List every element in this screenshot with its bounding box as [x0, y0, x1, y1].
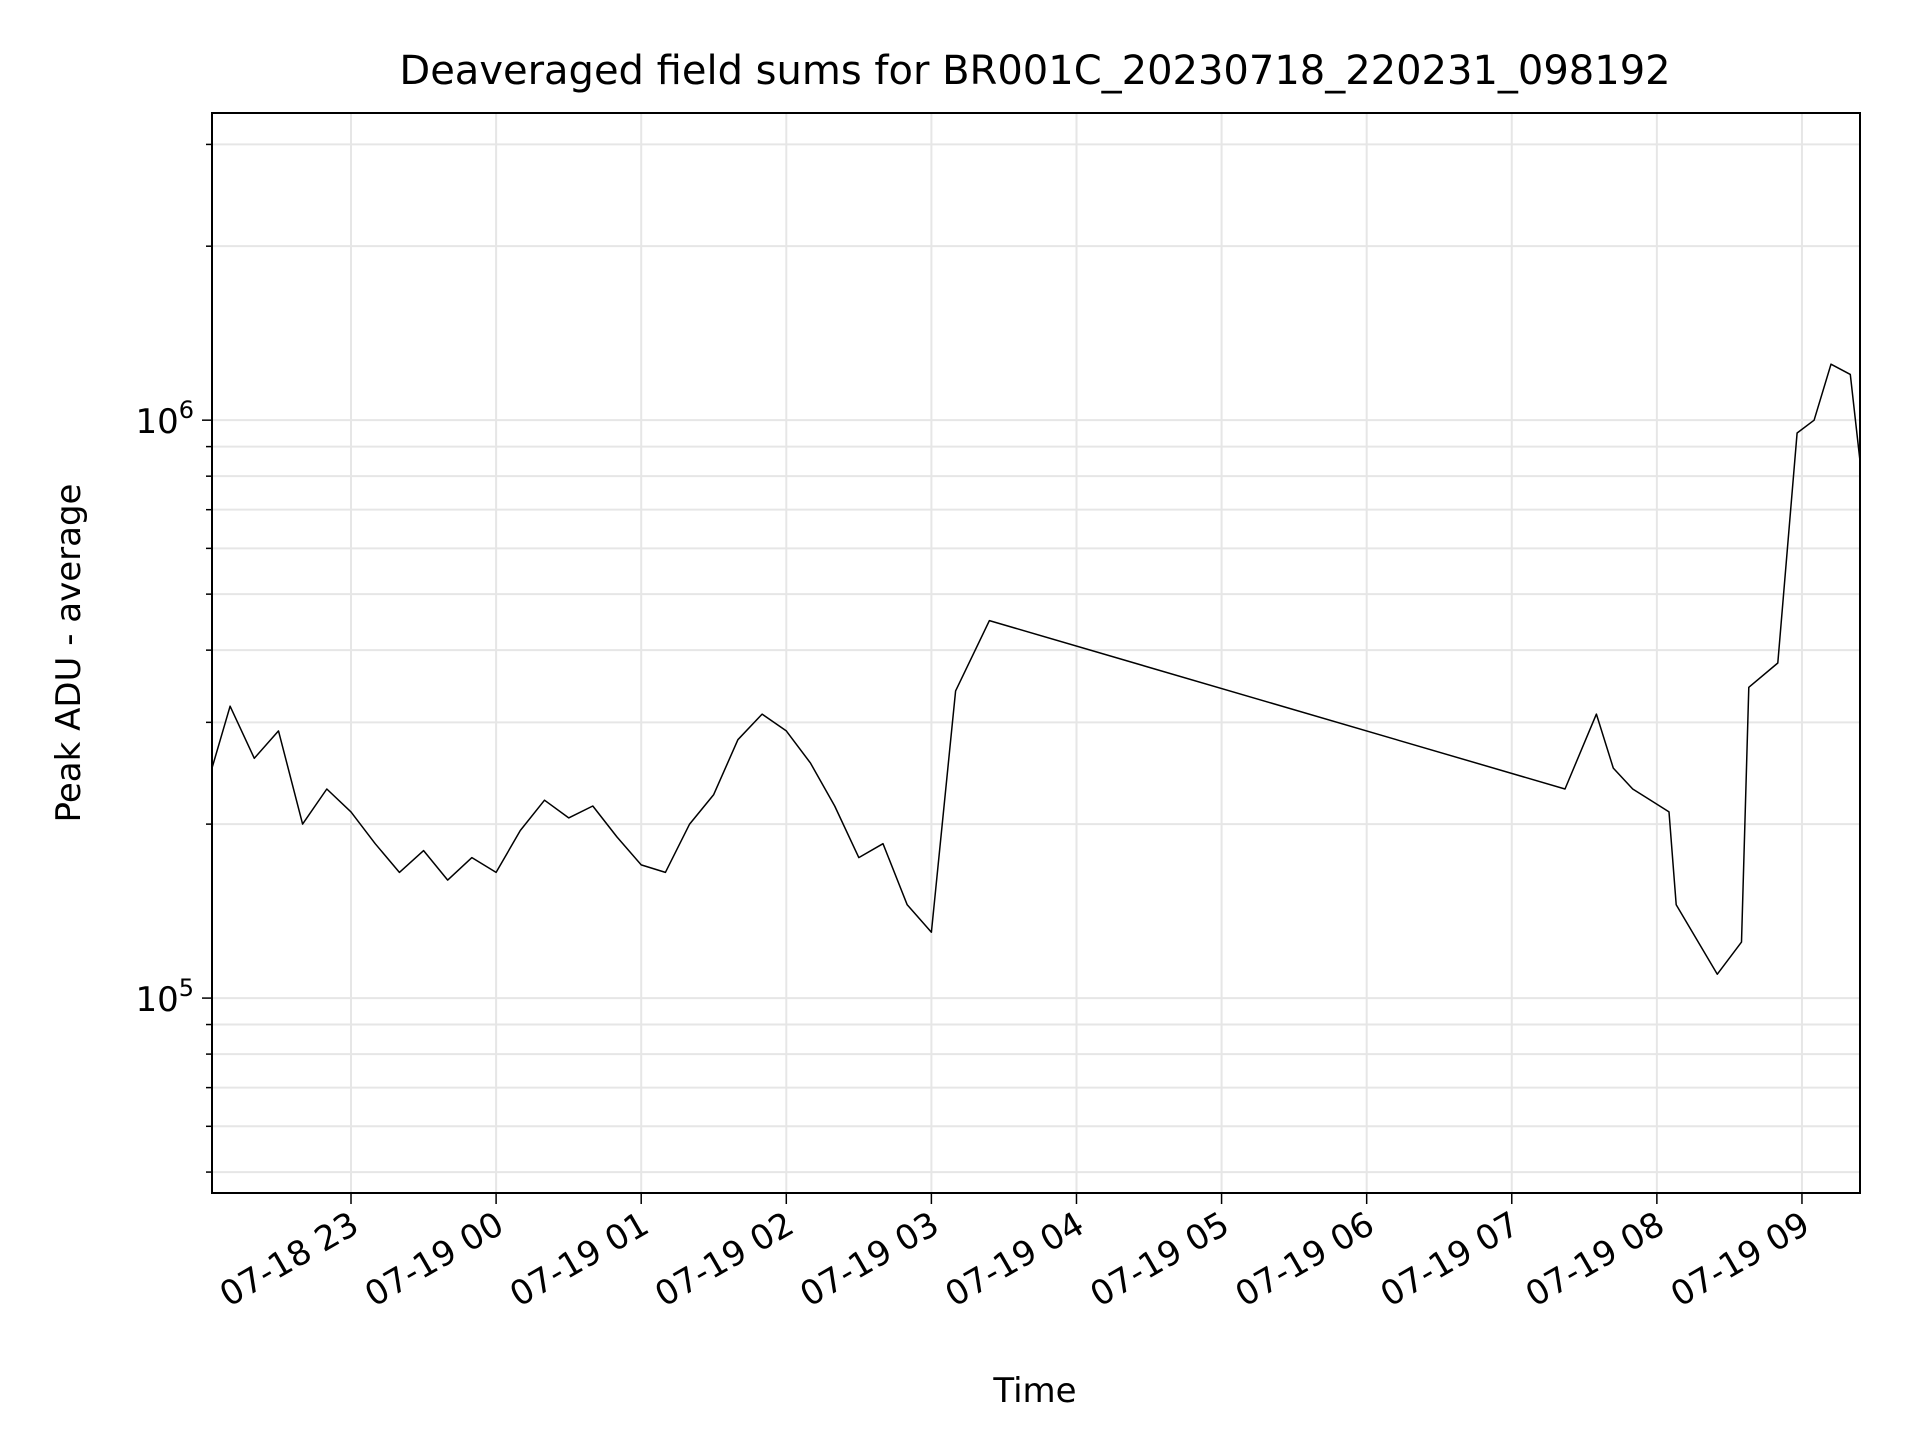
- y-axis-label: Peak ADU - average: [49, 484, 89, 823]
- x-axis-label: Time: [992, 1371, 1076, 1411]
- y-tick-label: 106: [135, 396, 194, 442]
- plot-frame: [211, 112, 1861, 1194]
- grid: [212, 113, 1860, 1193]
- y-tick-label: 105: [135, 974, 194, 1020]
- chart-title: Deaveraged field sums for BR001C_2023071…: [399, 48, 1670, 94]
- plot-area: [212, 363, 1860, 975]
- series-line: [212, 363, 1860, 975]
